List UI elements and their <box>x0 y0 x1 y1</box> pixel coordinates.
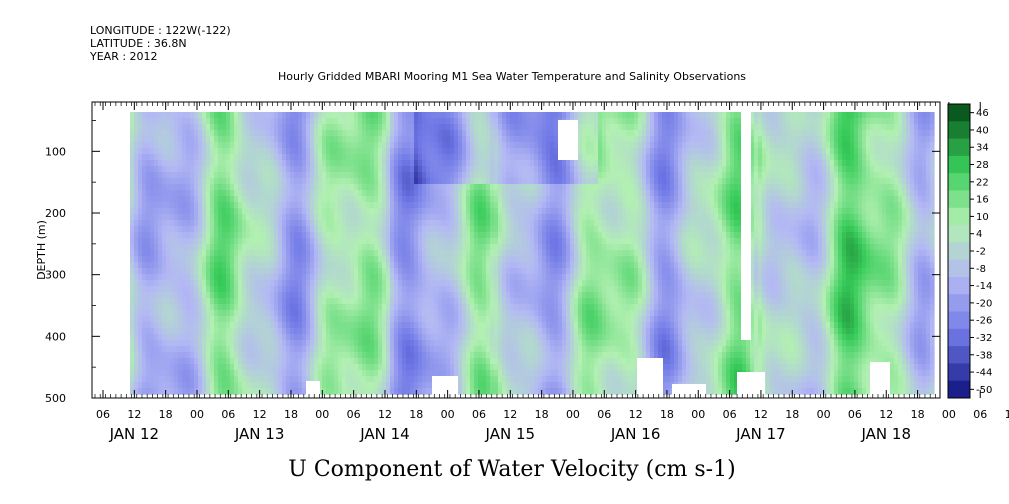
colorbar-swatch <box>948 207 970 226</box>
colorbar-swatch <box>948 242 970 261</box>
x-axis: 06 12 18 00 06 12 18 00 06 12 18 00 06 12 18 00 06 12 18 00… <box>96 102 1009 443</box>
x-tick-label: 00 <box>566 408 580 421</box>
y-tick-label: 300 <box>45 269 66 282</box>
x-tick-label: 12 <box>127 408 141 421</box>
day-label: JAN 16 <box>610 425 661 443</box>
x-tick-label: 18 <box>660 408 674 421</box>
x-tick-label: 12 <box>629 408 643 421</box>
day-label: JAN 17 <box>735 425 786 443</box>
x-tick-label: 00 <box>315 408 329 421</box>
colorbar-swatch <box>948 311 970 330</box>
colorbar-swatch <box>948 276 970 295</box>
colorbar-label: 16 <box>976 195 989 206</box>
x-tick-label: 12 <box>503 408 517 421</box>
colorbar-swatch <box>948 328 970 347</box>
y-tick-label: 100 <box>45 145 66 158</box>
plot-area <box>91 101 941 399</box>
day-label: JAN 12 <box>109 425 160 443</box>
colorbar-swatch <box>948 380 970 399</box>
colorbar-label: -14 <box>976 281 992 292</box>
colorbar-swatch <box>948 173 970 191</box>
colorbar-label: 40 <box>976 125 989 136</box>
colorbar-label: 10 <box>976 212 989 223</box>
colorbar-swatch <box>948 259 970 278</box>
day-label: JAN 18 <box>861 425 912 443</box>
variable-label: U Component of Water Velocity (cm s-1) <box>288 457 735 482</box>
x-tick-label: 12 <box>1005 408 1009 421</box>
year-label: YEAR : 2012 <box>89 50 158 63</box>
x-tick-label: 00 <box>942 408 956 421</box>
colorbar-swatch <box>948 121 970 140</box>
y-axis: 100 200 300 400 500 <box>45 120 940 405</box>
x-tick-label: 00 <box>441 408 455 421</box>
x-tick-label: 06 <box>597 408 611 421</box>
colorbar-swatch <box>948 225 970 243</box>
x-tick-label: 18 <box>284 408 298 421</box>
colorbar-swatch <box>948 346 970 364</box>
colorbar-label: 28 <box>976 160 989 171</box>
y-tick-label: 400 <box>45 330 66 343</box>
colorbar-swatch <box>948 104 970 122</box>
x-tick-label: 12 <box>253 408 267 421</box>
x-tick-label: 06 <box>472 408 486 421</box>
x-tick-label: 06 <box>347 408 361 421</box>
latitude-label: LATITUDE : 36.8N <box>90 37 187 50</box>
y-tick-label: 500 <box>45 392 66 405</box>
y-tick-label: 200 <box>45 207 66 220</box>
colorbar-label: -32 <box>976 333 992 344</box>
day-label: JAN 13 <box>234 425 285 443</box>
colorbar-label: -26 <box>976 316 992 327</box>
x-tick-label: 00 <box>691 408 705 421</box>
colorbar-label: -2 <box>976 247 986 258</box>
day-label: JAN 15 <box>485 425 536 443</box>
colorbar-swatch <box>948 190 970 209</box>
colorbar-label: 4 <box>976 229 982 240</box>
x-tick-label: 06 <box>723 408 737 421</box>
colorbar: 46 40 34 28 22 16 10 4 -2 -8 -14 -20 -26 -32 -38 -44 -50 <box>947 103 992 399</box>
heatmap-field <box>92 112 935 398</box>
x-tick-label: 18 <box>159 408 173 421</box>
x-tick-label: 18 <box>785 408 799 421</box>
x-tick-label: 06 <box>96 408 110 421</box>
colorbar-swatch <box>948 363 970 382</box>
colorbar-label: 22 <box>976 177 989 188</box>
x-tick-label: 06 <box>848 408 862 421</box>
colorbar-swatch <box>948 138 970 157</box>
colorbar-label: 34 <box>976 143 989 154</box>
x-tick-label: 12 <box>754 408 768 421</box>
colorbar-label: -50 <box>976 385 992 396</box>
x-tick-label: 18 <box>911 408 925 421</box>
colorbar-label: -8 <box>976 264 986 275</box>
chart-title: Hourly Gridded MBARI Mooring M1 Sea Wate… <box>278 70 746 83</box>
x-tick-label: 18 <box>535 408 549 421</box>
plot-frame <box>91 101 941 399</box>
colorbar-label: -38 <box>976 350 992 361</box>
y-axis-label: DEPTH (m) <box>35 220 48 280</box>
colorbar-label: -20 <box>976 298 992 309</box>
longitude-label: LONGITUDE : 122W(-122) <box>90 24 231 37</box>
minor-ticks <box>94 102 936 398</box>
x-tick-label: 06 <box>973 408 987 421</box>
x-tick-label: 00 <box>817 408 831 421</box>
x-tick-label: 18 <box>409 408 423 421</box>
colorbar-label: -44 <box>976 368 992 379</box>
day-label: JAN 14 <box>359 425 410 443</box>
x-tick-label: 00 <box>190 408 204 421</box>
colorbar-swatch <box>948 294 970 313</box>
x-tick-label: 06 <box>221 408 235 421</box>
x-tick-label: 12 <box>879 408 893 421</box>
x-tick-label: 12 <box>378 408 392 421</box>
colorbar-swatch <box>948 155 970 174</box>
colorbar-label: 46 <box>976 108 989 119</box>
